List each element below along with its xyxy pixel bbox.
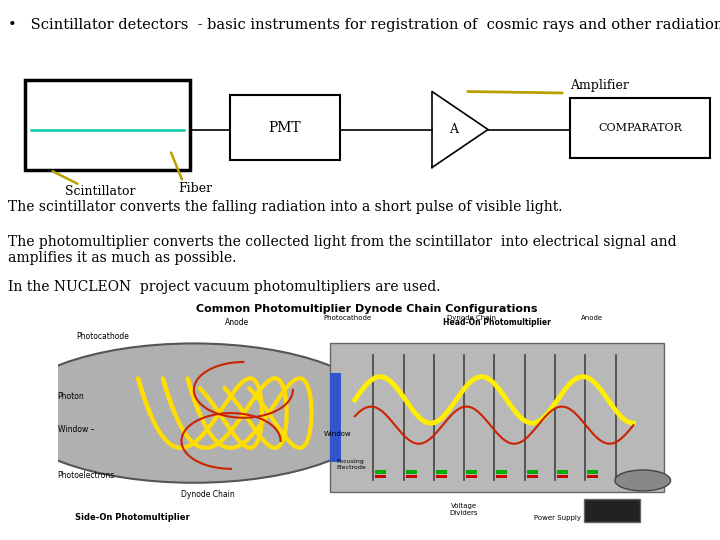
Bar xyxy=(330,373,341,462)
Bar xyxy=(25,80,190,170)
Text: Scintillator: Scintillator xyxy=(65,185,135,198)
Circle shape xyxy=(615,470,670,491)
Bar xyxy=(466,470,477,474)
Bar xyxy=(375,470,387,474)
Text: Amplifier: Amplifier xyxy=(570,78,629,91)
Bar xyxy=(557,470,568,474)
Text: Focusing
Electrode: Focusing Electrode xyxy=(336,459,366,470)
Text: Fiber: Fiber xyxy=(178,182,212,195)
Text: Head-On Photomultiplier: Head-On Photomultiplier xyxy=(444,318,552,327)
Bar xyxy=(230,95,340,160)
Bar xyxy=(584,499,639,522)
Bar xyxy=(496,475,508,478)
Text: Window –: Window – xyxy=(58,424,94,434)
Text: Photocathode: Photocathode xyxy=(324,315,372,321)
Circle shape xyxy=(8,343,379,483)
Text: Photocathode: Photocathode xyxy=(76,332,129,341)
Text: Anode: Anode xyxy=(581,315,603,321)
Text: Dynode Chain: Dynode Chain xyxy=(181,490,235,499)
Bar xyxy=(466,475,477,478)
Text: The scintillator converts the falling radiation into a short pulse of visible li: The scintillator converts the falling ra… xyxy=(8,200,562,214)
Text: Side-On Photomultiplier: Side-On Photomultiplier xyxy=(75,513,189,522)
Text: Voltage
Dividers: Voltage Dividers xyxy=(449,503,478,516)
Bar xyxy=(436,470,447,474)
Bar xyxy=(526,475,538,478)
Bar xyxy=(436,475,447,478)
Text: Photoelectrons: Photoelectrons xyxy=(58,471,115,480)
Bar xyxy=(526,470,538,474)
Text: Power Supply: Power Supply xyxy=(534,515,581,521)
Text: In the NUCLEON  project vacuum photomultipliers are used.: In the NUCLEON project vacuum photomulti… xyxy=(8,280,441,294)
FancyBboxPatch shape xyxy=(14,385,30,441)
Text: Window: Window xyxy=(324,431,351,437)
Bar xyxy=(375,475,387,478)
Bar xyxy=(405,470,417,474)
Text: The photomultiplier converts the collected light from the scintillator  into ele: The photomultiplier converts the collect… xyxy=(8,235,677,265)
Text: A: A xyxy=(449,123,459,136)
Bar xyxy=(570,98,710,158)
Bar xyxy=(330,343,665,492)
Text: COMPARATOR: COMPARATOR xyxy=(598,123,682,133)
Bar xyxy=(587,470,598,474)
Text: •   Scintillator detectors  - basic instruments for registration of  cosmic rays: • Scintillator detectors - basic instrum… xyxy=(8,18,720,32)
Text: PMT: PMT xyxy=(269,120,301,134)
Text: Anode: Anode xyxy=(225,318,249,327)
Bar xyxy=(496,470,508,474)
Bar xyxy=(405,475,417,478)
Text: Photon: Photon xyxy=(58,392,84,401)
Bar xyxy=(587,475,598,478)
Text: Dynode Chain: Dynode Chain xyxy=(447,315,496,321)
Bar xyxy=(557,475,568,478)
Text: Common Photomultiplier Dynode Chain Configurations: Common Photomultiplier Dynode Chain Conf… xyxy=(197,304,538,314)
